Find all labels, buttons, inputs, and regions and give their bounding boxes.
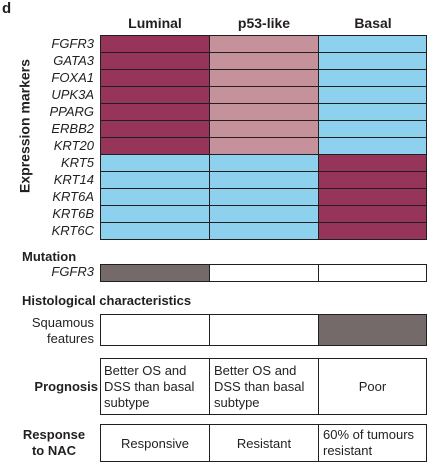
heatmap-cell-luminal	[100, 35, 210, 53]
prognosis-p53-line3: subtype	[214, 394, 260, 410]
gene-label: KRT20	[53, 138, 94, 153]
gene-label: FOXA1	[51, 70, 94, 85]
heatmap-cell-luminal	[100, 69, 210, 87]
column-header-luminal: Luminal	[128, 15, 182, 31]
gene-label: FGFR3	[51, 36, 94, 51]
mutation-cell-basal	[318, 264, 427, 282]
prognosis-p53-line1: Better OS and	[214, 362, 297, 378]
heatmap-cell-p53-like	[209, 69, 319, 87]
heatmap-cell-basal	[318, 154, 427, 172]
column-header-p53-like: p53-like	[237, 15, 291, 31]
heatmap-cell-p53-like	[209, 154, 319, 172]
squamous-label-line2: features	[47, 331, 94, 346]
prognosis-luminal-line3: subtype	[104, 394, 150, 410]
squamous-label-line1: Squamous	[31, 315, 94, 330]
column-header-basal: Basal	[354, 15, 392, 31]
gene-label: KRT6A	[52, 189, 94, 204]
prognosis-luminal-line1: Better OS and	[104, 362, 187, 378]
response-luminal-text: Responsive	[121, 435, 189, 451]
mutation-cell-p53-like	[209, 264, 319, 282]
response-basal-line2: resistant	[323, 443, 373, 458]
heatmap-cell-p53-like	[209, 120, 319, 138]
gene-label: KRT5	[61, 155, 94, 170]
histology-title: Histological characteristics	[22, 293, 192, 308]
heatmap-cell-p53-like	[209, 35, 319, 53]
heatmap-cell-luminal	[100, 171, 210, 189]
heatmap-cell-p53-like	[209, 103, 319, 121]
response-p53-text: Resistant	[236, 435, 292, 451]
response-label: Response to NAC	[10, 427, 98, 459]
prognosis-cell-basal: Poor	[318, 358, 427, 415]
heatmap-cell-p53-like	[209, 188, 319, 206]
mutation-cell-luminal	[100, 264, 210, 282]
prognosis-cell-p53-like: Better OS and DSS than basal subtype	[209, 358, 319, 415]
squamous-cell-basal	[318, 314, 427, 346]
heatmap-cell-basal	[318, 52, 427, 70]
heatmap-cell-basal	[318, 120, 427, 138]
response-cell-luminal: Responsive	[100, 424, 210, 462]
heatmap-cell-luminal	[100, 222, 210, 240]
response-label-line2: to NAC	[31, 443, 77, 458]
gene-label: KRT14	[53, 172, 94, 187]
heatmap-cell-basal	[318, 171, 427, 189]
prognosis-label: Prognosis	[34, 379, 98, 394]
heatmap-cell-basal	[318, 86, 427, 104]
squamous-cell-luminal	[100, 314, 210, 346]
heatmap-cell-p53-like	[209, 171, 319, 189]
heatmap-cell-luminal	[100, 52, 210, 70]
heatmap-cell-luminal	[100, 137, 210, 155]
mutation-title: Mutation	[22, 249, 77, 264]
gene-label: KRT6B	[52, 206, 94, 221]
heatmap-cell-luminal	[100, 154, 210, 172]
gene-label: ERBB2	[51, 121, 94, 136]
heatmap-cell-basal	[318, 222, 427, 240]
heatmap-cell-p53-like	[209, 137, 319, 155]
heatmap-cell-p53-like	[209, 86, 319, 104]
prognosis-cell-luminal: Better OS and DSS than basal subtype	[100, 358, 210, 415]
prognosis-basal-text: Poor	[358, 379, 387, 394]
heatmap-cell-luminal	[100, 205, 210, 223]
heatmap-cell-p53-like	[209, 205, 319, 223]
heatmap-cell-luminal	[100, 120, 210, 138]
heatmap-cell-basal	[318, 35, 427, 53]
response-basal-line1: 60% of tumours	[323, 427, 415, 442]
heatmap-cell-basal	[318, 103, 427, 121]
heatmap-cell-luminal	[100, 103, 210, 121]
heatmap-cell-p53-like	[209, 222, 319, 240]
response-cell-basal: 60% of tumours resistant	[318, 424, 427, 462]
heatmap-cell-p53-like	[209, 52, 319, 70]
prognosis-p53-line2: DSS than basal	[214, 378, 305, 394]
gene-label: GATA3	[53, 53, 94, 68]
heatmap-cell-luminal	[100, 86, 210, 104]
response-label-line1: Response	[22, 427, 86, 442]
prognosis-luminal-line2: DSS than basal	[104, 378, 195, 394]
heatmap-cell-basal	[318, 188, 427, 206]
gene-label: PPARG	[49, 104, 94, 119]
heatmap-cell-basal	[318, 69, 427, 87]
heatmap-cell-basal	[318, 205, 427, 223]
mutation-gene-label: FGFR3	[51, 264, 94, 279]
heatmap-cell-basal	[318, 137, 427, 155]
heatmap-cell-luminal	[100, 188, 210, 206]
gene-label: KRT6C	[51, 223, 94, 238]
panel-letter: d	[2, 0, 12, 17]
gene-label: UPK3A	[51, 87, 94, 102]
squamous-cell-p53-like	[209, 314, 319, 346]
response-cell-p53-like: Resistant	[209, 424, 319, 462]
